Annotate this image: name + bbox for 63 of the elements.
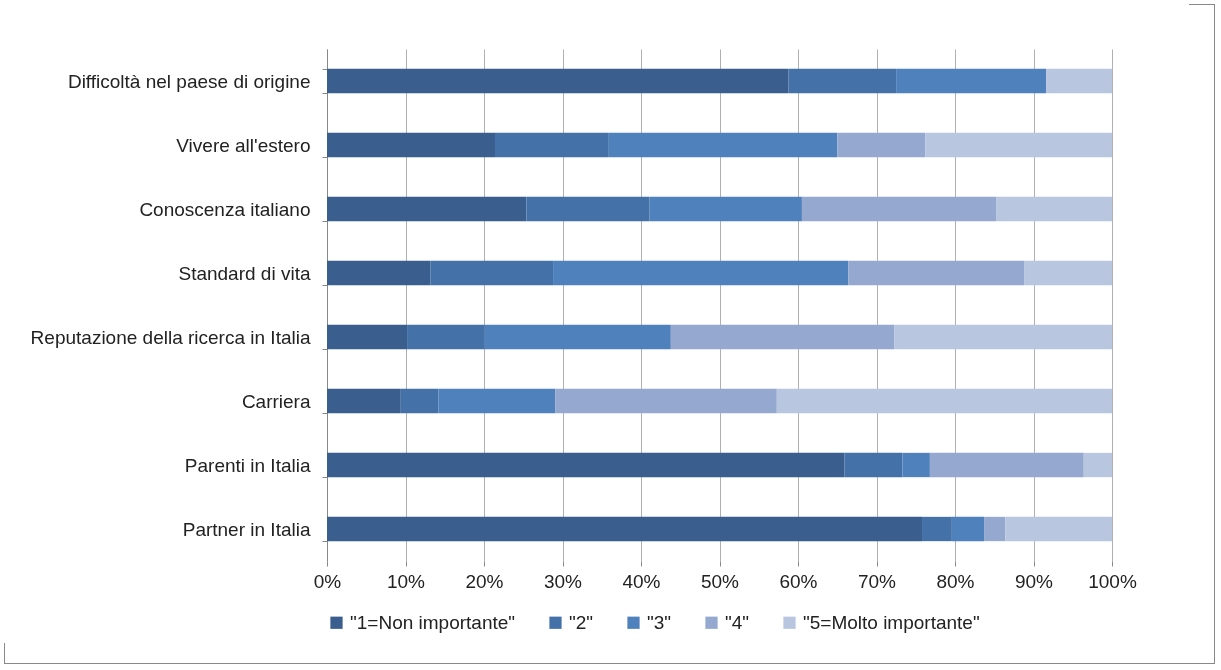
bar (801, 196, 997, 222)
bar (327, 324, 408, 350)
bar (1005, 516, 1112, 542)
x-tick-label: 80% (936, 570, 975, 592)
bar (844, 452, 903, 478)
bar (996, 196, 1112, 222)
bar (649, 196, 802, 222)
y-tick-label: Difficoltà nel paese di origine (67, 70, 311, 92)
x-tick-label: 50% (700, 570, 740, 592)
bar (327, 68, 789, 94)
legend-label: "1=Non importante" (350, 611, 516, 633)
x-tick-label: 90% (1014, 570, 1054, 592)
bar (776, 388, 1112, 414)
legend-label: "2" (569, 611, 594, 633)
x-tick-label: 10% (386, 570, 426, 592)
bar (553, 260, 849, 286)
y-tick-label: Parenti in Italia (184, 454, 311, 476)
legend-label: "5=Molto importante" (803, 611, 980, 633)
bar (526, 196, 650, 222)
x-tick-label: 0% (313, 570, 342, 592)
bar (327, 516, 923, 542)
bar (788, 68, 897, 94)
y-tick-label: Carriera (241, 390, 311, 412)
y-tick-label: Vivere all'estero (176, 134, 311, 156)
bar (925, 132, 1112, 158)
x-tick-label: 100% (1088, 570, 1137, 592)
bar (894, 324, 1112, 350)
bar (327, 452, 845, 478)
y-tick-label: Reputazione della ricerca in Italia (30, 326, 311, 348)
x-tick-label: 30% (543, 570, 583, 592)
x-tick-label: 20% (465, 570, 504, 592)
legend-label: "4" (725, 611, 750, 633)
bar (407, 324, 485, 350)
bar (922, 516, 952, 542)
bar (327, 388, 401, 414)
bar (327, 260, 431, 286)
bar (327, 196, 527, 222)
bar (984, 516, 1006, 542)
bar (555, 388, 777, 414)
bar (670, 324, 895, 350)
bar (438, 388, 556, 414)
bar (484, 324, 671, 350)
bar (902, 452, 930, 478)
y-tick-label: Partner in Italia (182, 518, 311, 540)
bar (848, 260, 1025, 286)
bar (494, 132, 609, 158)
bar (896, 68, 1047, 94)
x-tick-label: 60% (779, 570, 818, 592)
y-tick-label: Conoscenza italiano (139, 198, 311, 220)
bar (1046, 68, 1112, 94)
bar (430, 260, 554, 286)
bar (1024, 260, 1112, 286)
bar (400, 388, 439, 414)
bar (951, 516, 985, 542)
x-tick-label: 40% (622, 570, 661, 592)
x-tick-label: 70% (857, 570, 897, 592)
bar (327, 132, 495, 158)
bar (929, 452, 1084, 478)
legend-label: "3" (647, 611, 672, 633)
bar (837, 132, 926, 158)
bar (608, 132, 838, 158)
y-tick-label: Standard di vita (178, 262, 311, 284)
bar (1083, 452, 1112, 478)
